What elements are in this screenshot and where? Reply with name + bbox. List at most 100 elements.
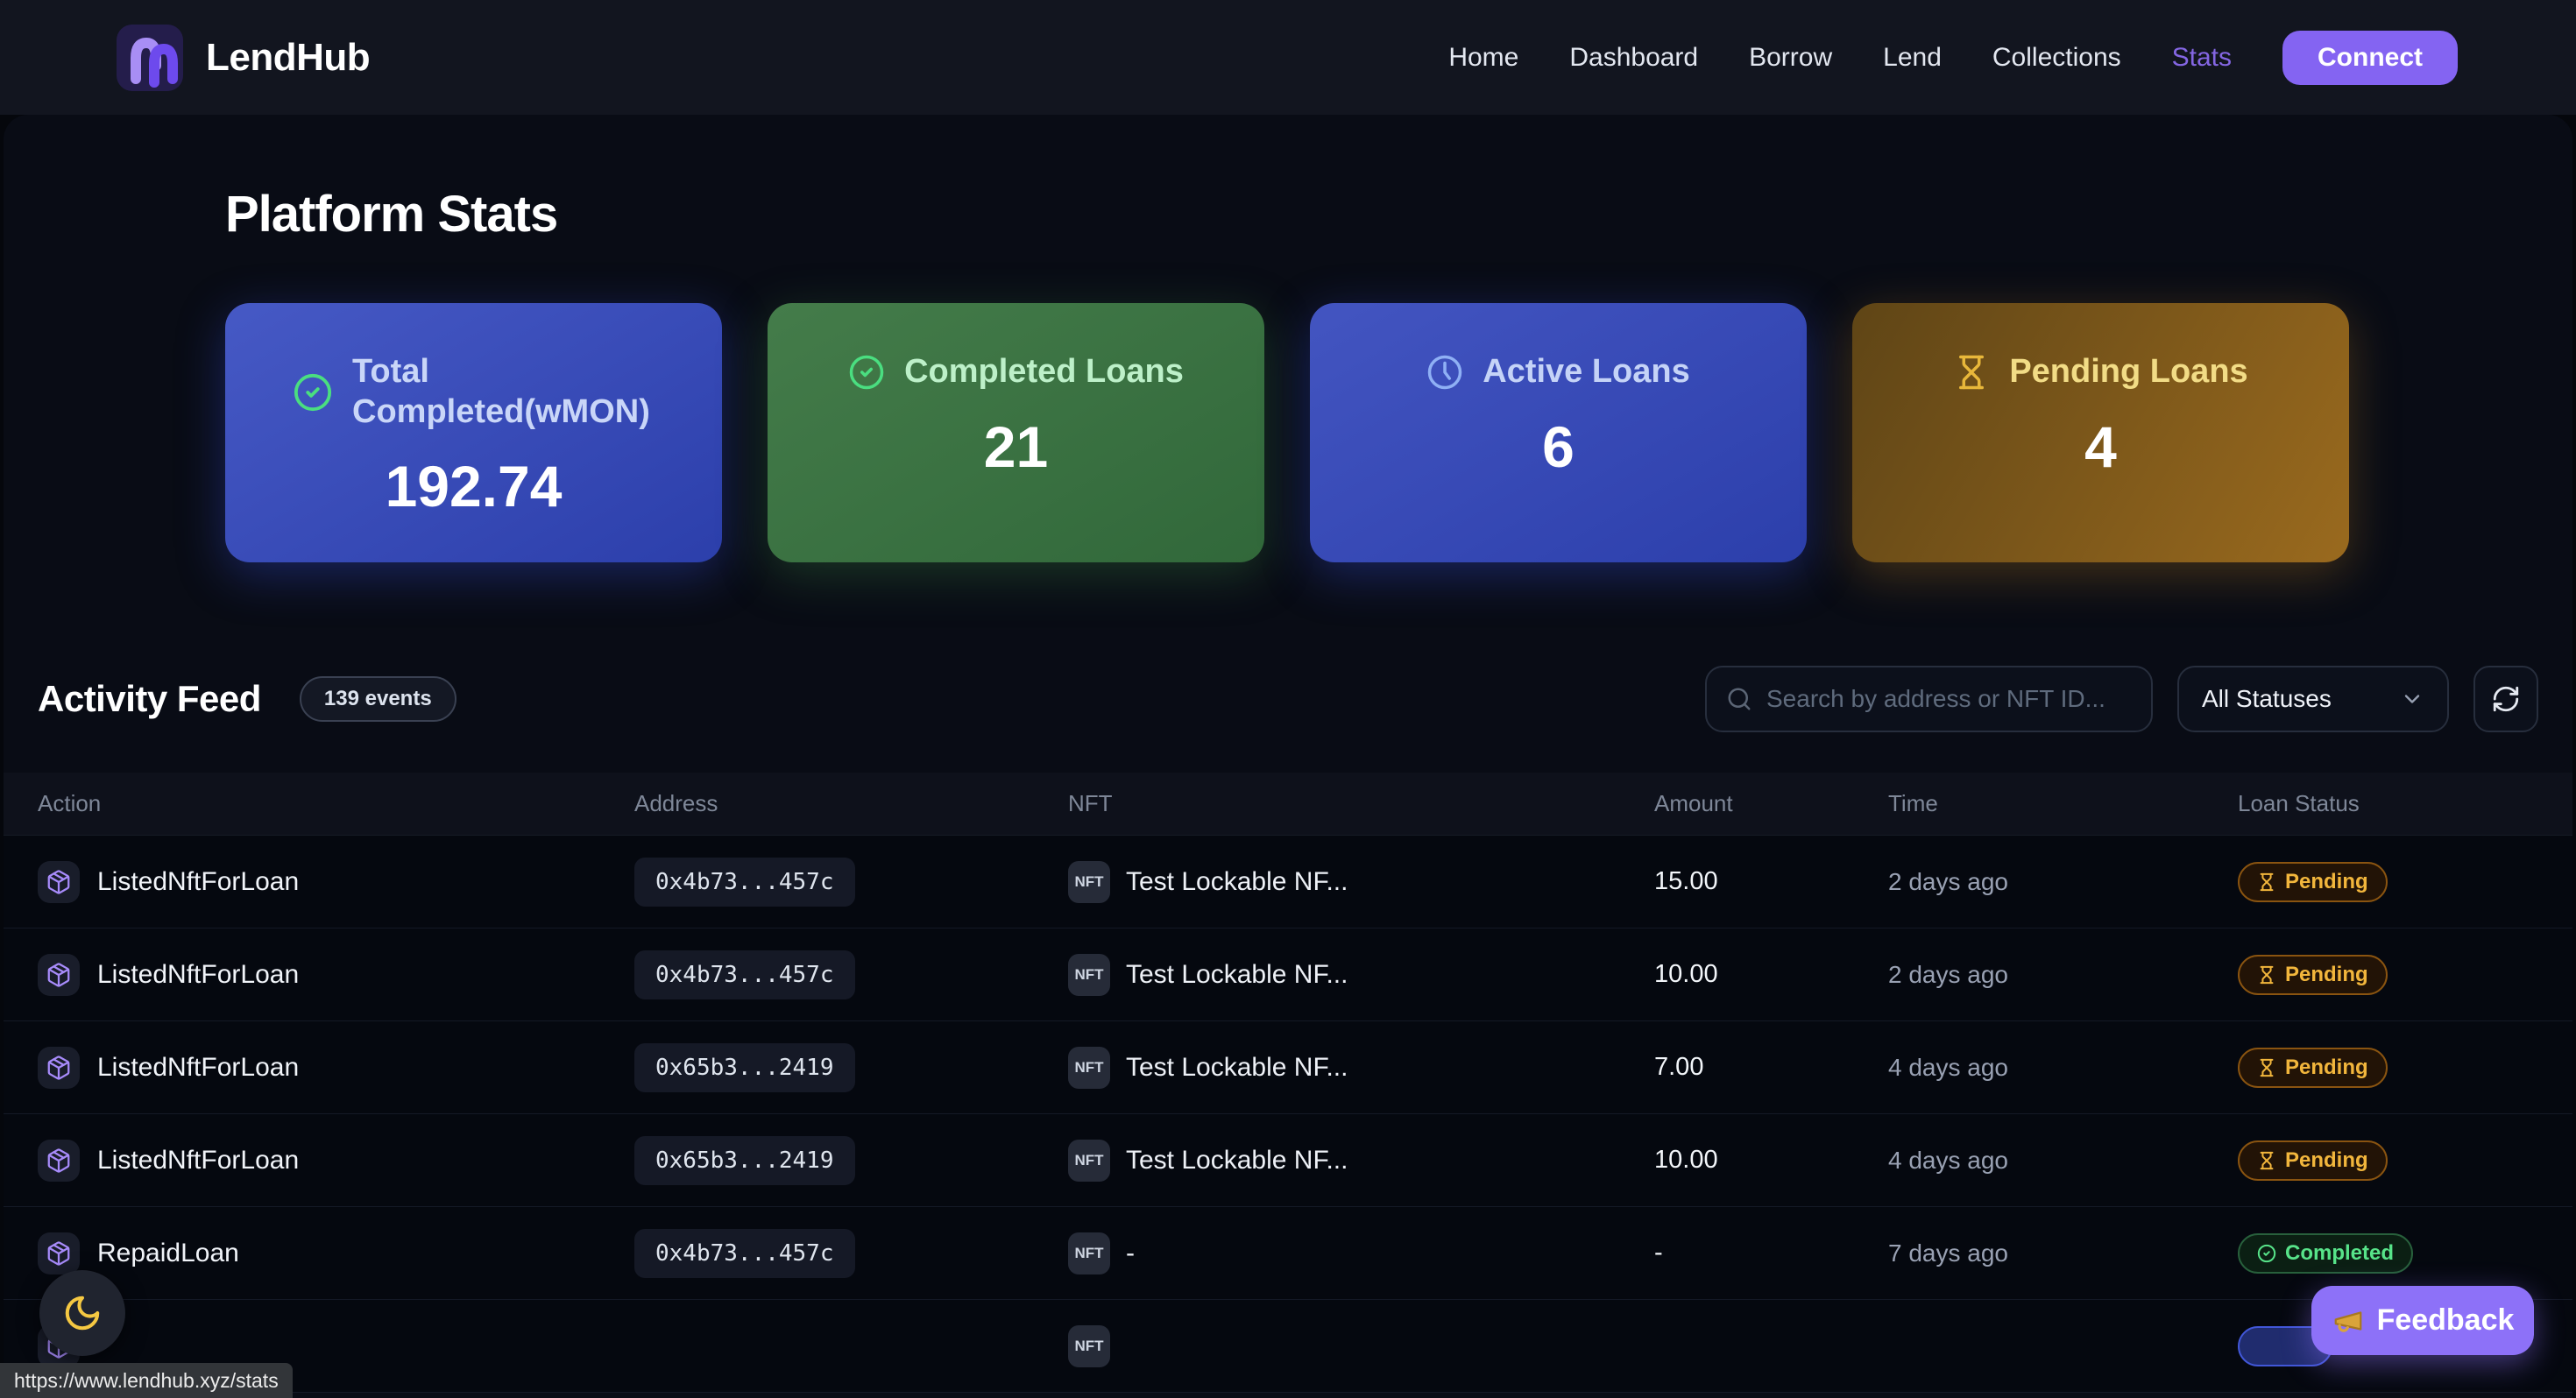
platform-stats-section: Platform Stats Total Completed(wMON) 192… (4, 115, 2572, 562)
address-chip[interactable]: 0x4b73...457c (634, 950, 855, 999)
amount-value: 15.00 (1654, 867, 1718, 895)
loan-status-label: Pending (2285, 869, 2368, 893)
stat-card-value: 21 (983, 413, 1049, 479)
main-panel: Platform Stats Total Completed(wMON) 192… (4, 115, 2572, 1398)
stat-card-value: 6 (1542, 413, 1575, 479)
table-row[interactable]: NFT (4, 1300, 2572, 1393)
top-navbar: LendHub Home Dashboard Borrow Lend Colle… (0, 0, 2576, 115)
feedback-label: Feedback (2376, 1303, 2515, 1337)
time-value: 2 days ago (1888, 960, 2008, 988)
nft-name: Test Lockable NF... (1126, 1145, 1348, 1175)
brand-name: LendHub (206, 35, 371, 79)
nft-badge: NFT (1068, 860, 1110, 903)
stat-card-label: Pending Loans (2009, 353, 2248, 390)
refresh-button[interactable] (2473, 666, 2538, 732)
hourglass-icon (1953, 354, 1990, 391)
address-chip[interactable]: 0x4b73...457c (634, 1228, 855, 1278)
activity-feed-header: Activity Feed 139 events All Statuses (4, 666, 2572, 732)
check-circle-icon (848, 354, 885, 391)
time-value: 4 days ago (1888, 1146, 2008, 1174)
nft-name: - (1126, 1238, 1135, 1267)
page-title: Platform Stats (225, 186, 558, 243)
feedback-button[interactable]: Feedback (2311, 1286, 2534, 1355)
action-label: ListedNftForLoan (97, 1052, 300, 1082)
amount-value: 10.00 (1654, 1146, 1718, 1174)
amount-value: 10.00 (1654, 960, 1718, 988)
nav-item-collections[interactable]: Collections (1992, 42, 2121, 72)
nav-item-stats[interactable]: Stats (2171, 42, 2232, 72)
chevron-down-icon (2400, 687, 2424, 711)
loan-status-label: Pending (2285, 962, 2368, 986)
brand[interactable]: LendHub (117, 24, 371, 91)
nft-badge: NFT (1068, 1324, 1110, 1367)
hourglass-icon (2257, 1151, 2276, 1170)
address-chip[interactable]: 0x65b3...2419 (634, 1042, 855, 1092)
table-row[interactable]: ListedNftForLoan 0x4b73...457c NFT Test … (4, 836, 2572, 928)
check-circle-icon (293, 372, 333, 413)
nav-links: Home Dashboard Borrow Lend Collections S… (1448, 30, 2458, 85)
megaphone-icon (2332, 1304, 2365, 1338)
stat-card-completed-loans: Completed Loans 21 (768, 303, 1264, 562)
nav-item-home[interactable]: Home (1448, 42, 1519, 72)
package-icon (38, 860, 80, 903)
refresh-icon (2491, 684, 2521, 714)
stat-card-value: 4 (2084, 413, 2117, 479)
activity-table: Action Address NFT Amount Time Loan Stat… (4, 773, 2572, 1393)
nft-name: Test Lockable NF... (1126, 866, 1348, 896)
nav-item-dashboard[interactable]: Dashboard (1569, 42, 1699, 72)
action-label: ListedNftForLoan (97, 959, 300, 989)
table-row[interactable]: ListedNftForLoan 0x65b3...2419 NFT Test … (4, 1114, 2572, 1207)
hourglass-icon (2257, 872, 2276, 892)
column-header-loan-status: Loan Status (2238, 790, 2360, 816)
clock-icon (1426, 354, 1463, 391)
nft-name: Test Lockable NF... (1126, 959, 1348, 989)
loan-status-label: Pending (2285, 1147, 2368, 1172)
column-header-nft: NFT (1068, 790, 1113, 816)
nav-item-borrow[interactable]: Borrow (1749, 42, 1833, 72)
table-row[interactable]: RepaidLoan 0x4b73...457c NFT - - 7 days … (4, 1207, 2572, 1300)
status-filter-value: All Statuses (2202, 685, 2332, 712)
hourglass-icon (2257, 1058, 2276, 1077)
action-label: ListedNftForLoan (97, 866, 300, 896)
loan-status-badge: Pending (2238, 1047, 2388, 1088)
status-filter-select[interactable]: All Statuses (2177, 666, 2449, 732)
search-icon (1726, 686, 1752, 712)
action-label: RepaidLoan (97, 1238, 239, 1267)
loan-status-badge: Pending (2238, 1140, 2388, 1181)
table-row[interactable]: ListedNftForLoan 0x4b73...457c NFT Test … (4, 928, 2572, 1021)
nft-badge: NFT (1068, 1232, 1110, 1274)
amount-value: - (1654, 1239, 1663, 1267)
loan-status-label: Pending (2285, 1055, 2368, 1079)
nav-item-lend[interactable]: Lend (1883, 42, 1942, 72)
search-input[interactable] (1766, 685, 2132, 713)
browser-status-url: https://www.lendhub.xyz/stats (0, 1363, 293, 1398)
moon-icon (62, 1293, 103, 1333)
table-body: ListedNftForLoan 0x4b73...457c NFT Test … (4, 836, 2572, 1393)
package-icon (38, 953, 80, 996)
table-row[interactable]: ListedNftForLoan 0x65b3...2419 NFT Test … (4, 1021, 2572, 1114)
loan-status-label: Completed (2285, 1240, 2395, 1265)
address-chip[interactable]: 0x4b73...457c (634, 857, 855, 907)
hourglass-icon (2257, 965, 2276, 985)
stat-card-label: Total Completed(wMON) (352, 353, 650, 430)
stat-card-label: Completed Loans (904, 353, 1184, 390)
events-count-badge: 139 events (299, 676, 456, 722)
time-value: 2 days ago (1888, 867, 2008, 895)
column-header-amount: Amount (1654, 790, 1733, 816)
column-header-action: Action (38, 790, 102, 816)
stat-card-pending-loans: Pending Loans 4 (1852, 303, 2349, 562)
connect-wallet-button[interactable]: Connect (2282, 30, 2458, 85)
package-icon (38, 1232, 80, 1274)
address-chip[interactable]: 0x65b3...2419 (634, 1135, 855, 1185)
loan-status-badge: Pending (2238, 954, 2388, 995)
activity-feed-title: Activity Feed (38, 678, 261, 719)
amount-value: 7.00 (1654, 1053, 1704, 1081)
loan-status-badge: Pending (2238, 861, 2388, 902)
package-icon (38, 1139, 80, 1182)
column-header-address: Address (634, 790, 718, 816)
lendhub-logo-icon (117, 24, 183, 91)
nft-badge: NFT (1068, 1046, 1110, 1089)
nft-name: Test Lockable NF... (1126, 1052, 1348, 1082)
stat-cards: Total Completed(wMON) 192.74 Completed L… (225, 303, 2349, 562)
theme-toggle-button[interactable] (39, 1270, 125, 1356)
